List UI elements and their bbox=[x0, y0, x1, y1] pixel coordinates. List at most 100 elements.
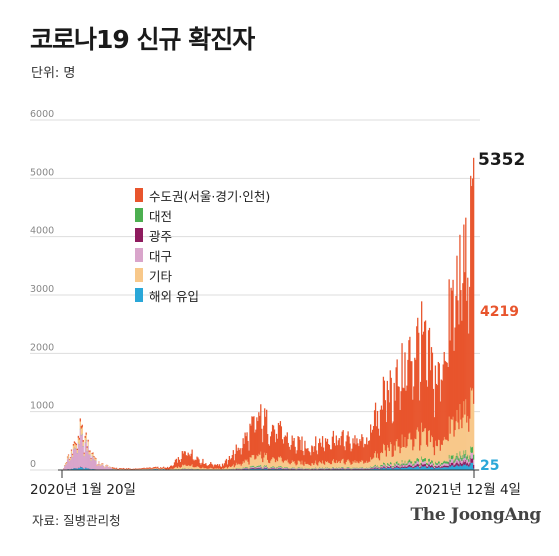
bar-capital bbox=[453, 350, 455, 437]
bar-daejeon bbox=[280, 466, 283, 468]
bar-imported bbox=[450, 465, 452, 470]
bar-capital bbox=[186, 455, 188, 466]
bar-imported bbox=[399, 468, 401, 470]
bar-capital bbox=[341, 431, 343, 460]
bar-gwangju bbox=[467, 462, 469, 466]
bar-daegu bbox=[411, 463, 413, 466]
bar-imported bbox=[88, 468, 90, 470]
bar-capital bbox=[419, 400, 421, 451]
bar-daegu bbox=[438, 463, 440, 466]
bar-other bbox=[268, 463, 271, 469]
bar-other bbox=[280, 457, 283, 467]
bar-imported bbox=[422, 466, 425, 470]
bar-daejeon bbox=[424, 458, 427, 462]
bar-imported bbox=[397, 467, 399, 470]
bar-daegu bbox=[429, 464, 432, 467]
bar-other bbox=[272, 457, 275, 467]
bar-other bbox=[217, 468, 220, 470]
bar-daejeon bbox=[257, 466, 259, 468]
bar-daegu bbox=[361, 467, 363, 469]
bar-daejeon bbox=[468, 459, 470, 462]
bar-other bbox=[279, 456, 282, 467]
bar-capital bbox=[151, 468, 153, 470]
bar-other bbox=[363, 463, 365, 469]
bar-gwangju bbox=[422, 464, 424, 467]
bar-capital bbox=[268, 445, 271, 464]
bar-daejeon bbox=[336, 468, 338, 469]
bar-daejeon bbox=[287, 467, 289, 469]
bar-daegu bbox=[370, 467, 372, 469]
bar-daejeon bbox=[448, 454, 450, 459]
bar-other bbox=[183, 464, 185, 469]
bar-gwangju bbox=[401, 464, 403, 467]
bar-gwangju bbox=[394, 467, 396, 469]
bar-capital bbox=[269, 436, 272, 461]
bar-imported bbox=[412, 468, 414, 470]
bar-daejeon bbox=[267, 467, 269, 468]
bar-daegu bbox=[85, 440, 87, 468]
bar-gwangju bbox=[279, 468, 282, 469]
bar-daejeon bbox=[378, 467, 381, 468]
bar-daegu bbox=[81, 434, 83, 467]
bar-gwangju bbox=[291, 468, 293, 470]
bar-daegu bbox=[465, 454, 467, 460]
bar-daejeon bbox=[452, 454, 454, 459]
bar-other bbox=[209, 468, 211, 470]
legend-swatch bbox=[135, 228, 143, 242]
bar-imported bbox=[85, 467, 87, 470]
bar-gwangju bbox=[254, 468, 256, 470]
bar-capital bbox=[300, 450, 302, 465]
bar-capital bbox=[263, 425, 265, 458]
bar-gwangju bbox=[373, 467, 376, 469]
bar-other bbox=[354, 460, 356, 468]
bar-capital bbox=[172, 465, 175, 469]
bar-daejeon bbox=[262, 467, 264, 469]
bar-imported bbox=[453, 467, 455, 470]
bar-capital bbox=[373, 410, 376, 454]
bar-gwangju bbox=[371, 468, 374, 469]
bar-daejeon bbox=[365, 467, 367, 469]
bar-daegu bbox=[356, 468, 358, 469]
bar-daegu bbox=[270, 467, 273, 469]
bar-daejeon bbox=[399, 465, 401, 467]
bar-other bbox=[287, 462, 289, 468]
bar-daejeon bbox=[408, 459, 410, 463]
bar-other bbox=[356, 461, 358, 468]
bar-capital bbox=[458, 324, 460, 430]
bar-capital bbox=[70, 449, 73, 451]
bar-daegu bbox=[360, 468, 362, 469]
bar-daegu bbox=[261, 467, 263, 469]
bar-other bbox=[453, 436, 455, 461]
bar-capital bbox=[165, 467, 168, 470]
bar-other bbox=[347, 459, 349, 467]
bar-daejeon bbox=[427, 458, 430, 462]
bar-other bbox=[251, 454, 253, 466]
bar-capital bbox=[408, 340, 410, 434]
bar-capital bbox=[278, 425, 281, 458]
bar-other bbox=[294, 463, 296, 469]
bar-daegu bbox=[257, 467, 259, 469]
bar-capital bbox=[354, 435, 356, 461]
bar-gwangju bbox=[361, 468, 363, 470]
bar-other bbox=[173, 467, 176, 470]
bar-other bbox=[468, 431, 470, 460]
bar-daejeon bbox=[417, 457, 419, 461]
bar-other bbox=[211, 468, 213, 470]
bar-capital bbox=[168, 467, 171, 470]
bar-daegu bbox=[458, 461, 460, 465]
y-tick-label: 4000 bbox=[30, 226, 54, 237]
bar-capital bbox=[223, 463, 226, 469]
bar-capital bbox=[167, 467, 170, 470]
bar-daejeon bbox=[446, 461, 448, 464]
bar-other bbox=[255, 458, 257, 467]
bar-other bbox=[437, 439, 439, 462]
bar-daejeon bbox=[453, 460, 455, 463]
bar-other bbox=[74, 444, 77, 449]
bar-daegu bbox=[319, 468, 321, 469]
bar-other bbox=[163, 468, 165, 469]
bar-capital bbox=[361, 434, 363, 460]
bar-imported bbox=[429, 467, 432, 470]
bar-daejeon bbox=[469, 455, 471, 460]
bar-daejeon bbox=[353, 467, 355, 469]
